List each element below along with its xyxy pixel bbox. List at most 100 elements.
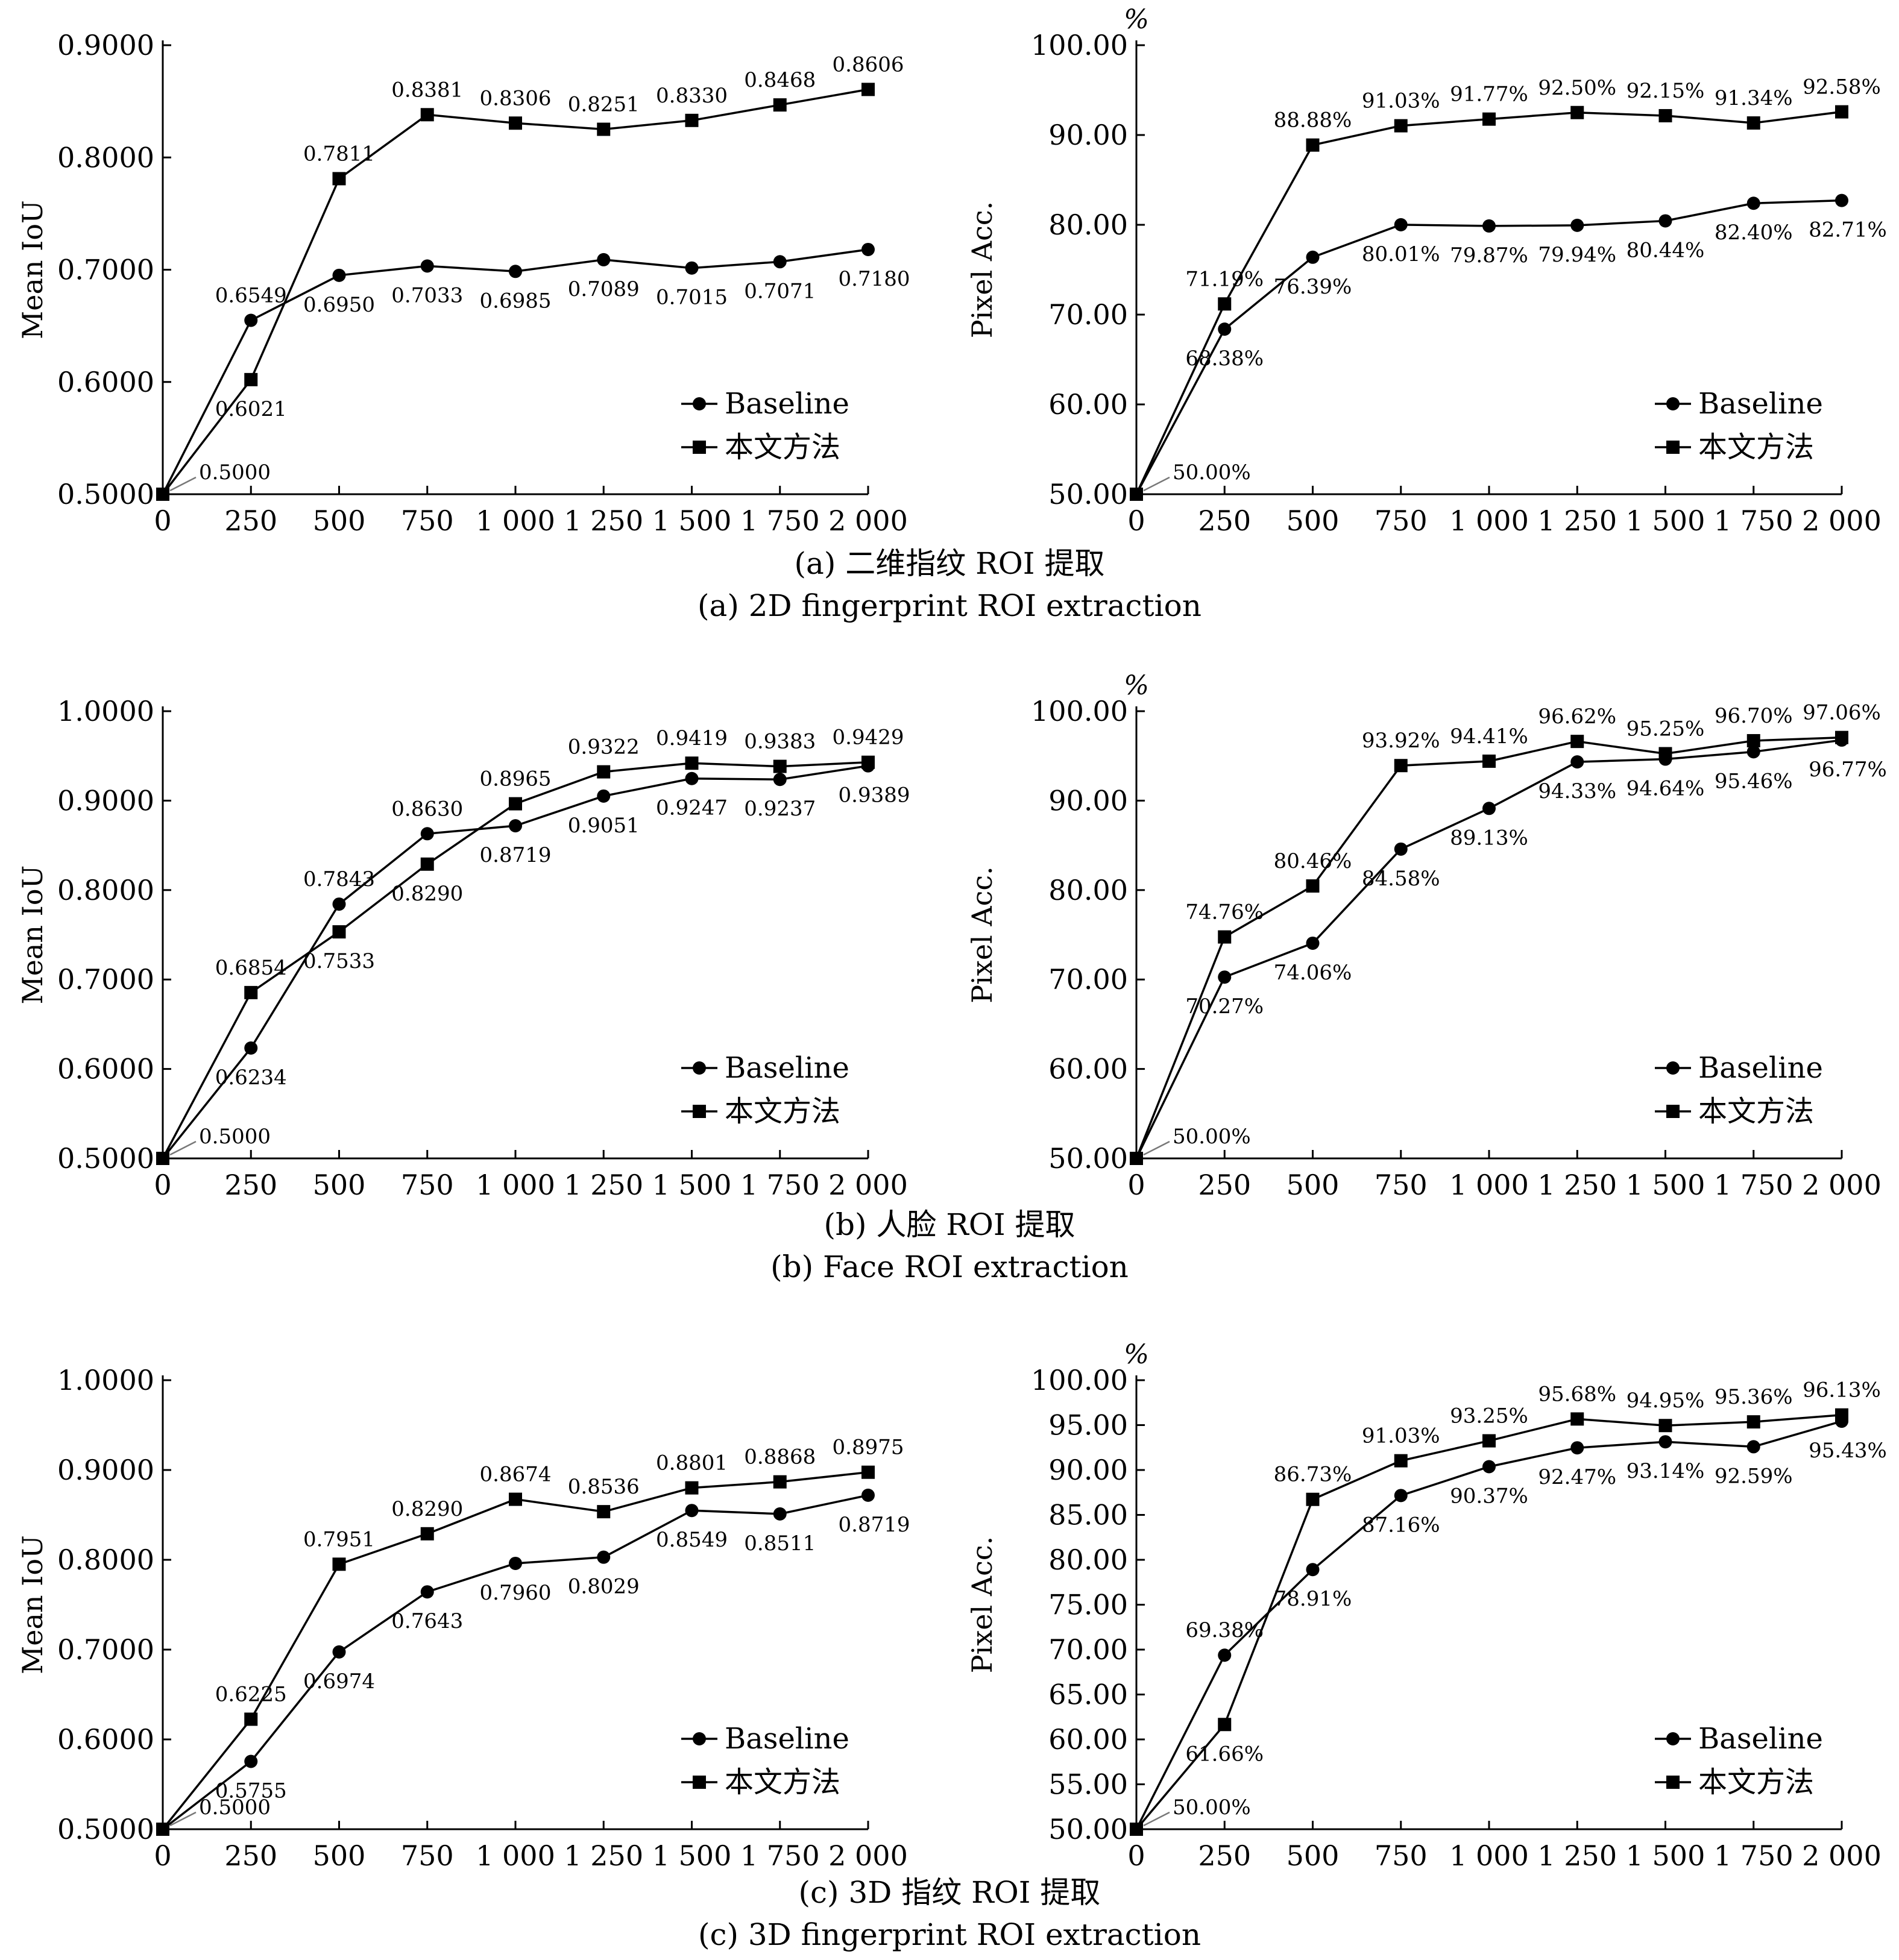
y-unit-label: % xyxy=(1124,4,1149,35)
point-ours xyxy=(1218,930,1232,944)
x-tick-label: 1 750 xyxy=(740,1839,820,1872)
y-tick-label: 60.00 xyxy=(1048,1723,1128,1756)
data-label-baseline: 80.44% xyxy=(1627,238,1705,262)
x-tick-label: 500 xyxy=(313,1169,366,1201)
legend-baseline-marker xyxy=(1666,397,1680,410)
point-ours xyxy=(1746,733,1760,747)
y-tick-label: 1.0000 xyxy=(57,1364,154,1396)
y-tick-label: 95.00 xyxy=(1048,1409,1128,1442)
caption-en-a: (a) 2D fingerprint ROI extraction xyxy=(698,588,1201,623)
point-baseline xyxy=(1394,218,1408,231)
data-label-baseline: 0.7071 xyxy=(744,279,816,303)
legend-baseline-label: Baseline xyxy=(1698,1051,1823,1085)
data-label-baseline: 96.77% xyxy=(1809,758,1887,782)
point-baseline xyxy=(597,1550,611,1564)
data-label-baseline: 50.00% xyxy=(1173,1795,1251,1820)
point-ours xyxy=(597,765,611,779)
data-label-ours: 0.9429 xyxy=(833,726,904,750)
y-tick-label: 80.00 xyxy=(1048,1544,1128,1576)
point-ours xyxy=(1482,754,1496,768)
data-label-baseline: 82.71% xyxy=(1809,218,1887,242)
legend-ours-label: 本文方法 xyxy=(1698,430,1814,464)
point-ours xyxy=(861,1465,875,1479)
data-label-ours: 95.68% xyxy=(1538,1382,1616,1406)
x-tick-label: 1 000 xyxy=(476,1839,555,1872)
data-label-ours: 95.25% xyxy=(1627,717,1705,741)
legend-baseline-marker xyxy=(1666,1732,1680,1745)
point-ours xyxy=(332,1557,346,1571)
point-baseline xyxy=(1218,1648,1232,1662)
point-ours xyxy=(773,1475,787,1489)
data-label-baseline: 50.00% xyxy=(1173,460,1251,485)
point-baseline xyxy=(861,1488,875,1502)
point-baseline xyxy=(509,819,522,833)
data-label-baseline: 70.27% xyxy=(1185,994,1264,1019)
x-tick-label: 0 xyxy=(154,1169,171,1201)
caption-en-c: (c) 3D fingerprint ROI extraction xyxy=(698,1917,1201,1952)
point-baseline xyxy=(1835,193,1848,207)
y-tick-label: 0.8000 xyxy=(57,141,154,174)
y-tick-label: 90.00 xyxy=(1048,119,1128,151)
point-baseline xyxy=(685,771,699,785)
x-tick-label: 1 000 xyxy=(476,1169,555,1201)
data-label-ours: 0.8965 xyxy=(480,767,552,791)
x-tick-label: 1 750 xyxy=(1714,1839,1794,1872)
point-ours xyxy=(861,755,875,769)
data-label-baseline: 92.47% xyxy=(1538,1465,1616,1489)
point-ours xyxy=(861,83,875,96)
legend-baseline-label: Baseline xyxy=(725,1722,849,1756)
x-tick-label: 1 250 xyxy=(564,504,643,537)
point-baseline xyxy=(1306,1563,1320,1577)
data-label-ours: 0.8290 xyxy=(391,882,463,906)
y-tick-label: 75.00 xyxy=(1048,1589,1128,1621)
data-label-ours: 0.8975 xyxy=(833,1436,904,1460)
data-label-ours: 74.76% xyxy=(1185,900,1264,925)
data-label-ours: 0.8381 xyxy=(391,78,463,102)
x-tick-label: 500 xyxy=(1286,1169,1340,1201)
point-baseline xyxy=(1306,250,1320,264)
x-tick-label: 1 000 xyxy=(476,504,555,537)
point-ours xyxy=(1658,108,1672,122)
data-label-baseline: 74.06% xyxy=(1274,961,1352,985)
point-ours xyxy=(1394,119,1408,133)
data-label-baseline: 68.38% xyxy=(1185,347,1264,371)
point-baseline xyxy=(332,1645,346,1659)
x-tick-label: 0 xyxy=(1127,1169,1145,1201)
y-axis-label: Pixel Acc. xyxy=(966,201,998,339)
x-tick-label: 500 xyxy=(1286,1839,1340,1872)
x-tick-label: 250 xyxy=(224,1169,277,1201)
y-tick-label: 50.00 xyxy=(1048,478,1128,510)
data-label-ours: 95.36% xyxy=(1715,1385,1793,1409)
data-label-ours: 0.8606 xyxy=(833,52,904,77)
point-ours xyxy=(1394,1454,1408,1468)
x-tick-label: 0 xyxy=(1127,504,1145,537)
data-label-ours: 93.25% xyxy=(1450,1404,1528,1428)
legend-ours-label: 本文方法 xyxy=(1698,1765,1814,1799)
point-ours xyxy=(1482,1434,1496,1448)
point-ours xyxy=(1835,1408,1848,1422)
point-baseline xyxy=(685,1504,699,1518)
x-tick-label: 1 500 xyxy=(1626,1169,1705,1201)
point-baseline xyxy=(509,265,522,278)
point-ours xyxy=(1835,105,1848,119)
point-baseline xyxy=(1218,322,1232,336)
x-tick-label: 1 500 xyxy=(1626,1839,1705,1872)
point-ours xyxy=(509,1492,522,1506)
x-tick-label: 0 xyxy=(154,1839,171,1872)
data-label-ours: 91.03% xyxy=(1362,89,1440,113)
x-tick-label: 1 250 xyxy=(564,1169,643,1201)
data-label-baseline: 94.64% xyxy=(1627,777,1705,801)
data-label-baseline: 0.9389 xyxy=(839,784,910,808)
chart-mean-iou-3d-fingerprint: 0 250 500 750 1 000 1 250 1 500 1 750 2 0000.500… xyxy=(16,1364,910,1872)
data-label-ours: 80.46% xyxy=(1274,849,1352,873)
y-tick-label: 50.00 xyxy=(1048,1142,1128,1175)
y-tick-label: 100.00 xyxy=(1031,695,1128,727)
x-tick-label: 750 xyxy=(401,504,454,537)
data-label-baseline: 80.01% xyxy=(1362,242,1440,266)
data-label-baseline: 0.7089 xyxy=(568,277,640,301)
x-tick-label: 2 000 xyxy=(1802,1169,1882,1201)
y-tick-label: 0.6000 xyxy=(57,1723,154,1756)
y-axis-label: Mean IoU xyxy=(16,200,49,339)
point-ours xyxy=(685,1481,699,1495)
data-label-ours: 88.88% xyxy=(1274,108,1352,133)
